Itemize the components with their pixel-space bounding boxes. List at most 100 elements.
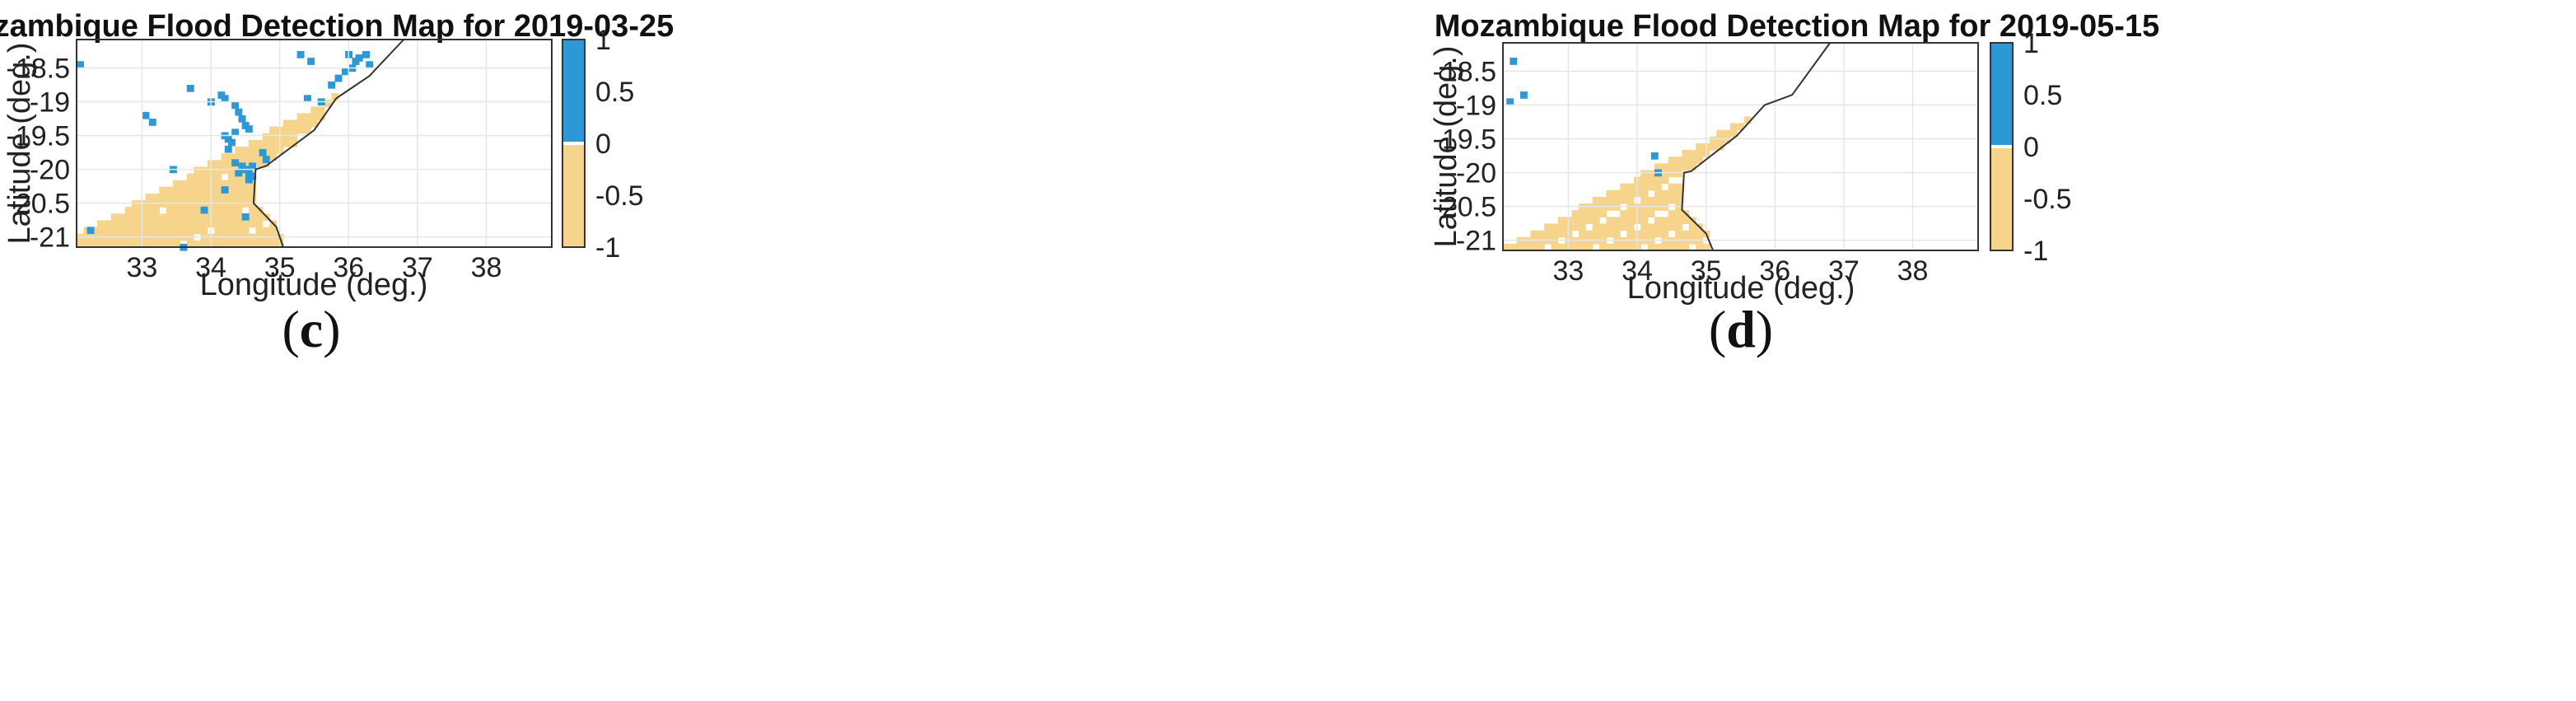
land-cell — [1530, 243, 1538, 251]
land-cell — [180, 200, 188, 208]
land-cell — [221, 213, 229, 222]
land-cell — [1709, 143, 1717, 151]
land-cell — [200, 186, 208, 194]
land-cell — [1654, 230, 1662, 238]
land-cell — [1668, 217, 1676, 225]
land-cell — [1654, 183, 1662, 191]
land-cell — [1675, 203, 1683, 211]
land-cell — [110, 227, 119, 235]
land-cell — [324, 100, 333, 107]
land-cell — [282, 119, 291, 128]
land-cell — [1606, 230, 1614, 238]
land-cell — [1524, 243, 1532, 251]
land-cell — [1661, 176, 1669, 185]
land-cell — [1620, 196, 1628, 204]
land-cell — [241, 220, 250, 228]
land-cell — [317, 113, 325, 121]
land-cell — [1626, 210, 1635, 217]
land-cell — [269, 126, 278, 134]
land-cell — [1585, 203, 1594, 211]
flood-cell — [245, 125, 253, 133]
land-cell — [152, 207, 160, 214]
y-tick-label: -18.5 — [1433, 56, 1497, 87]
land-cell — [1675, 217, 1683, 225]
land-cell — [97, 220, 105, 228]
land-cell — [214, 207, 222, 214]
land-cell — [255, 153, 264, 161]
land-cell — [241, 180, 250, 188]
land-cell — [249, 213, 257, 222]
colorbar-tick-labels: 1 0.5 0 -0.5 -1 — [2023, 28, 2072, 267]
land-cell — [1571, 243, 1580, 251]
land-cell — [235, 180, 243, 188]
panel-c: Mozambique Flood Detection Map for 2019-… — [0, 9, 674, 358]
y-tick-labels: -18.5 -19-19.5-20-20.5-21 — [1433, 56, 1497, 256]
caption-letter: d — [1726, 300, 1756, 358]
land-cell — [1737, 123, 1745, 131]
land-cell — [200, 220, 208, 228]
flood-cell — [1506, 98, 1514, 106]
land-cell — [227, 193, 236, 201]
land-cell — [1709, 136, 1717, 144]
land-cell — [159, 193, 167, 201]
y-axis-label: Latitude (deg.) — [2, 42, 37, 244]
land-cell — [131, 220, 139, 228]
flood-cell — [303, 95, 311, 103]
land-cell — [1647, 203, 1655, 211]
flood-cell — [355, 54, 363, 62]
land-cell — [221, 193, 229, 201]
land-cell — [1612, 196, 1621, 204]
land-cell — [1606, 223, 1614, 231]
land-cell — [1696, 243, 1704, 251]
land-cell — [180, 207, 188, 214]
land-cell — [227, 240, 236, 248]
land-cell — [255, 220, 264, 228]
land-cell — [173, 207, 181, 214]
flood-cell — [259, 148, 267, 157]
land-cell — [152, 213, 160, 222]
land-cell — [77, 240, 84, 248]
land-cell — [194, 213, 202, 222]
land-cell — [131, 240, 139, 248]
land-cell — [214, 186, 222, 194]
land-cell — [159, 227, 167, 235]
land-cell — [159, 220, 167, 228]
land-cell — [1688, 157, 1696, 164]
land-cell — [235, 147, 243, 154]
land-cell — [124, 227, 133, 235]
colorbar-tick-label: 0.5 — [595, 77, 634, 108]
land-cell — [186, 207, 194, 214]
land-cell — [255, 139, 264, 147]
gridlines — [1503, 43, 1978, 250]
land-cell — [1640, 217, 1649, 225]
land-cell — [214, 213, 222, 222]
land-cell — [1620, 189, 1628, 198]
land-cell — [1668, 170, 1676, 178]
land-cell — [1592, 217, 1600, 225]
land-cell — [180, 180, 188, 188]
land-cell — [166, 220, 174, 228]
land-cell — [227, 166, 236, 175]
land-cell — [1647, 196, 1655, 204]
land-cell — [1661, 230, 1669, 238]
land-cell — [1668, 210, 1676, 217]
land-cell — [173, 180, 181, 188]
land-cell — [124, 220, 133, 228]
land-cell — [1661, 243, 1669, 251]
land-cell — [1606, 189, 1614, 198]
land-cell — [1668, 183, 1676, 191]
land-cell — [227, 153, 236, 161]
caption-letter: c — [300, 300, 323, 358]
land-cell — [1668, 157, 1676, 164]
land-cell — [1551, 223, 1559, 231]
land-cell — [296, 113, 305, 121]
land-cell — [235, 193, 243, 201]
flood-cell — [238, 114, 246, 123]
colorbar-tick-label: -1 — [595, 232, 620, 264]
caption-d: (d) — [1709, 300, 1773, 358]
x-tick-label: 37 — [1828, 255, 1860, 287]
land-cell — [1640, 170, 1649, 178]
land-cell — [227, 220, 236, 228]
land-cell — [1654, 196, 1662, 204]
land-cell — [214, 160, 222, 168]
